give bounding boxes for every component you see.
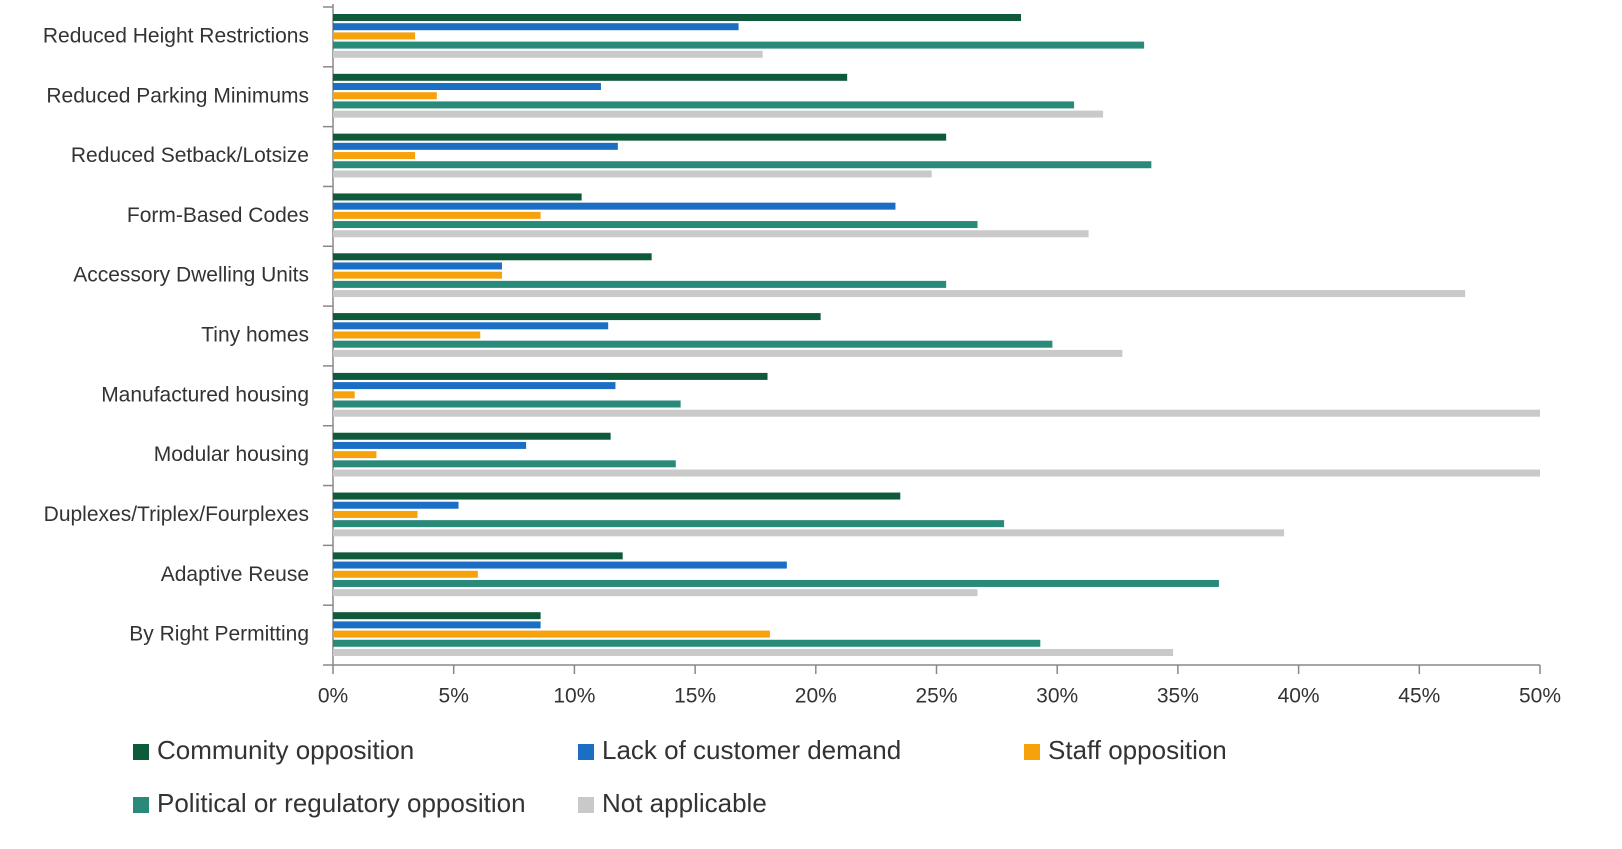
bar <box>333 529 1285 537</box>
bar <box>333 391 355 399</box>
bar <box>333 110 1104 118</box>
bar <box>333 451 377 459</box>
bar <box>333 92 437 100</box>
bar <box>333 561 787 569</box>
bar <box>333 372 768 380</box>
legend-label: Not applicable <box>602 788 767 818</box>
x-tick-label: 30% <box>1036 685 1078 708</box>
bar <box>333 313 821 321</box>
bar <box>333 510 418 518</box>
bar <box>333 32 416 40</box>
legend-label: Community opposition <box>157 735 414 765</box>
x-tick-label: 50% <box>1519 685 1561 708</box>
bar <box>333 202 896 210</box>
bar <box>333 101 1075 109</box>
bar <box>333 14 1021 21</box>
category-label: By Right Permitting <box>129 623 309 646</box>
bar <box>333 621 541 629</box>
bar <box>333 579 1219 587</box>
bar <box>333 262 502 270</box>
bar <box>333 382 616 390</box>
bar <box>333 340 1053 348</box>
x-tick-label: 15% <box>674 685 716 708</box>
legend-label: Lack of customer demand <box>602 735 901 765</box>
x-tick-label: 45% <box>1398 685 1440 708</box>
bar <box>333 50 763 58</box>
bar <box>333 280 947 288</box>
bar <box>333 639 1041 647</box>
bar <box>333 552 623 560</box>
bar <box>333 331 481 339</box>
x-tick-label: 20% <box>795 685 837 708</box>
bar <box>333 133 947 141</box>
bar <box>333 230 1089 238</box>
bar <box>333 612 541 620</box>
bar <box>333 161 1152 169</box>
bar <box>333 432 611 440</box>
category-label: Form-Based Codes <box>127 204 309 227</box>
x-tick-label: 35% <box>1157 685 1199 708</box>
bar <box>333 630 770 638</box>
bar <box>333 271 502 279</box>
bar <box>333 409 1540 417</box>
x-tick-label: 5% <box>439 685 469 708</box>
legend-swatch <box>133 744 149 760</box>
category-label: Accessory Dwelling Units <box>73 264 309 287</box>
bar <box>333 441 527 449</box>
bar <box>333 460 676 468</box>
legend-swatch <box>1024 744 1040 760</box>
x-tick-label: 10% <box>553 685 595 708</box>
bar <box>333 492 901 500</box>
legend-label: Staff opposition <box>1048 735 1227 765</box>
bar <box>333 469 1540 477</box>
bar <box>333 23 739 31</box>
bar <box>333 73 848 81</box>
category-label: Reduced Parking Minimums <box>46 84 309 107</box>
x-tick-label: 25% <box>915 685 957 708</box>
bar <box>333 152 416 160</box>
bar <box>333 221 978 229</box>
category-label: Adaptive Reuse <box>161 563 309 586</box>
bar <box>333 142 618 150</box>
bar <box>333 83 601 91</box>
bar <box>333 589 978 597</box>
legend-swatch <box>133 797 149 813</box>
legend-swatch <box>578 797 594 813</box>
x-tick-label: 0% <box>318 685 348 708</box>
legend-label: Political or regulatory opposition <box>157 788 526 818</box>
category-label: Reduced Setback/Lotsize <box>71 144 309 167</box>
category-label: Duplexes/Triplex/Fourplexes <box>44 503 309 526</box>
bar <box>333 349 1123 357</box>
legend-swatch <box>578 744 594 760</box>
bar <box>333 400 681 408</box>
bar <box>333 211 541 219</box>
bar <box>333 193 582 201</box>
bar <box>333 570 478 578</box>
bar <box>333 290 1466 298</box>
category-label: Manufactured housing <box>101 383 309 406</box>
bar <box>333 322 609 330</box>
x-tick-label: 40% <box>1278 685 1320 708</box>
bar <box>333 253 652 261</box>
bar <box>333 41 1145 49</box>
bar <box>333 501 459 509</box>
category-label: Tiny homes <box>201 324 309 347</box>
category-label: Modular housing <box>154 443 309 466</box>
bar <box>333 170 932 178</box>
bar <box>333 520 1005 528</box>
category-label: Reduced Height Restrictions <box>43 24 309 47</box>
bar <box>333 648 1174 656</box>
